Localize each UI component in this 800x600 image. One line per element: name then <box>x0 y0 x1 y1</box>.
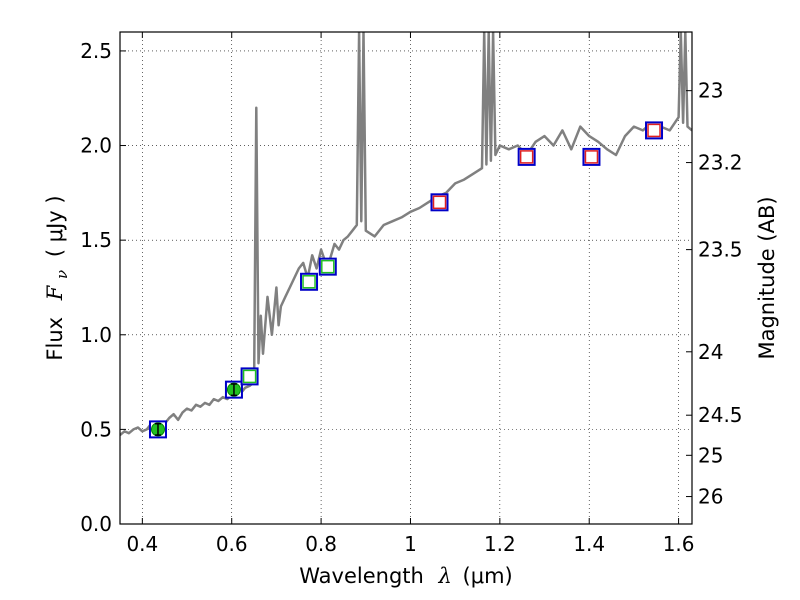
photometry-point <box>224 380 243 399</box>
y-tick-label: 2.5 <box>80 39 112 63</box>
y2-axis-ticks: 23 23.2 23.5 24 24.5 25 26 <box>686 79 743 509</box>
y-tick-label: 1.5 <box>80 228 112 252</box>
y2-tick-label: 25 <box>698 443 723 467</box>
x-tick-label: 0.6 <box>216 532 248 556</box>
grid-lines <box>120 32 692 525</box>
upper-limit-box <box>321 259 335 274</box>
photometry-point <box>582 147 601 166</box>
photometry-point <box>148 420 167 439</box>
x-tick-label: 0.8 <box>305 532 337 556</box>
x-tick-label: 1 <box>404 532 417 556</box>
y-tick-label: 1.0 <box>80 323 112 347</box>
y-axis-unit: ( μJy ) <box>43 195 67 257</box>
x-tick-label: 1.6 <box>663 532 695 556</box>
upper-limit-box <box>432 195 447 210</box>
y2-axis-title: Magnitude (AB) <box>755 196 779 359</box>
upper-limit-box <box>242 369 257 384</box>
y-axis-symbol: F <box>43 284 67 301</box>
y2-tick-label: 24 <box>698 340 723 364</box>
x-tick-label: 1.2 <box>484 532 516 556</box>
y-axis-title: Flux F ν ( μJy ) <box>43 195 72 360</box>
x-axis-label-text: Wavelength <box>299 564 424 588</box>
upper-limit-box <box>584 150 599 164</box>
photometry-markers <box>148 121 664 439</box>
x-tick-label: 1.4 <box>573 532 605 556</box>
photometry-point <box>318 257 337 276</box>
y2-tick-label: 23 <box>698 79 723 103</box>
y2-tick-label: 26 <box>698 485 723 509</box>
y-tick-label: 2.0 <box>80 134 112 158</box>
photometry-point <box>300 272 319 291</box>
plot-frame <box>119 31 693 525</box>
upper-limit-box <box>302 275 316 289</box>
photometry-point <box>517 147 536 166</box>
y-tick-label: 0.0 <box>80 512 112 536</box>
x-tick-label: 0.4 <box>126 532 158 556</box>
x-axis-ticks: 0.4 0.6 0.8 1 1.2 1.4 1.6 <box>126 32 695 556</box>
photometry-point <box>430 193 449 212</box>
upper-limit-box <box>519 150 534 164</box>
upper-limit-box <box>647 123 661 138</box>
y-axis-ticks: 0.0 0.5 1.0 1.5 2.0 2.5 <box>80 39 126 536</box>
y2-tick-label: 24.5 <box>698 403 743 427</box>
y-axis-subscript: ν <box>53 270 71 279</box>
sed-spectrum-line <box>120 32 692 437</box>
x-axis-symbol: λ <box>438 564 452 588</box>
y-tick-label: 0.5 <box>80 417 112 441</box>
series-layer <box>120 32 692 437</box>
y-axis-label-text: Flux <box>43 317 67 361</box>
photometry-point <box>240 367 259 386</box>
photometry-point <box>645 121 664 140</box>
x-axis-title: Wavelength λ (μm) <box>299 564 512 588</box>
x-axis-unit: (μm) <box>463 564 513 588</box>
y2-tick-label: 23.5 <box>698 238 743 262</box>
y2-tick-label: 23.2 <box>698 151 743 175</box>
